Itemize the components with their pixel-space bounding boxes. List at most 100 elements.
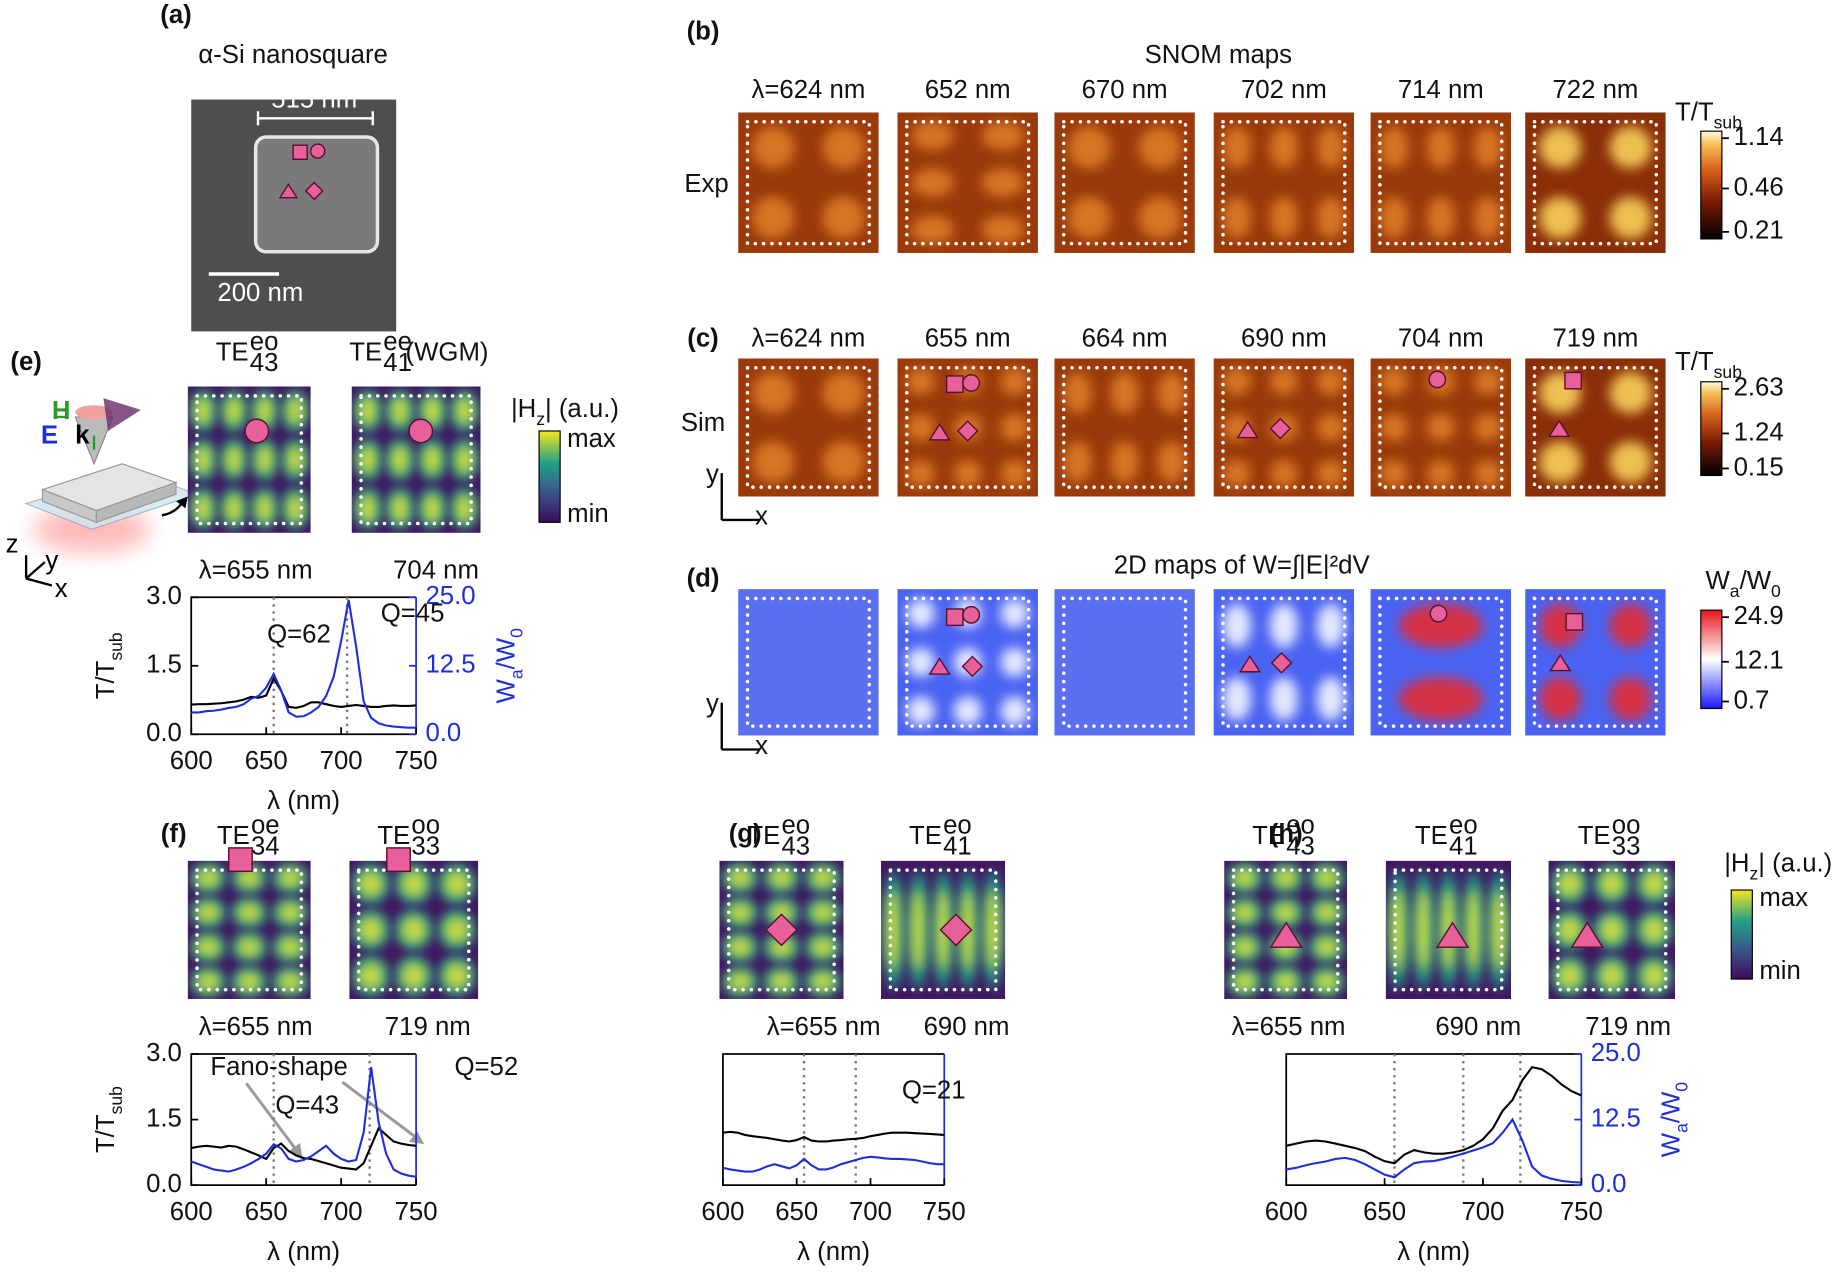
y-axis-label: T/Tsub <box>92 1086 126 1153</box>
map-blob <box>422 445 442 475</box>
colorbar <box>1730 889 1753 980</box>
annotation: Q=45 <box>381 600 445 628</box>
dotted-outline <box>195 868 304 992</box>
map-blob <box>1426 459 1455 488</box>
map-blob <box>1473 126 1502 169</box>
x-tick-label: 650 <box>775 1198 818 1226</box>
map-blob <box>1465 888 1482 972</box>
map-blob <box>255 445 274 475</box>
x-tick-label: 750 <box>395 1198 438 1226</box>
annotation: Q=52 <box>454 1053 518 1081</box>
marker-square <box>1565 612 1584 631</box>
map-blob <box>1269 367 1298 396</box>
map-blob <box>1379 413 1409 442</box>
map-blob <box>195 867 221 889</box>
annotation: Q=43 <box>275 1092 339 1120</box>
x-tick-label: 700 <box>1461 1198 1504 1226</box>
mode-title-sup: eo <box>1286 812 1315 840</box>
map-blob <box>1000 367 1029 396</box>
map-tile <box>1525 112 1666 253</box>
x-axis-label: λ (nm) <box>267 1238 340 1266</box>
beam <box>103 398 141 431</box>
colorbar-title-part: T/T <box>1675 348 1714 376</box>
x-tick-label: 650 <box>245 1198 288 1226</box>
map-blob <box>1316 459 1345 488</box>
mode-title-sub: 34 <box>251 833 280 861</box>
map-blob <box>911 215 954 244</box>
mode-title: TE <box>349 338 382 366</box>
map-tile <box>738 112 879 253</box>
colorbar-title: T/Tsub <box>1675 98 1742 132</box>
marker-circle <box>309 143 326 159</box>
map-blob <box>1641 916 1667 944</box>
map-blob <box>1316 367 1345 396</box>
wavelength-label: 690 nm <box>1241 324 1327 352</box>
x-tick-label: 700 <box>320 747 363 775</box>
dotted-outline <box>1061 120 1188 246</box>
x-axis-label: λ (nm) <box>267 787 340 815</box>
map-blob <box>810 902 836 923</box>
map-blob <box>1269 196 1298 239</box>
map-blob <box>1599 916 1625 944</box>
map-blob <box>1157 372 1186 414</box>
x-tick-label: 600 <box>1265 1198 1308 1226</box>
annotation-arrow-head <box>288 1143 303 1160</box>
map-blob <box>911 168 954 197</box>
mode-title-sup: oo <box>411 812 440 840</box>
y2-tick-label: 12.5 <box>1591 1104 1641 1132</box>
map-blob <box>769 971 794 993</box>
dotted-outline <box>1532 365 1659 489</box>
scale-label: 200 nm <box>217 279 303 307</box>
schematic-label: k <box>75 422 90 450</box>
map-blob <box>1269 676 1298 721</box>
map-blob <box>1000 459 1029 488</box>
colorbar-max: max <box>567 425 616 453</box>
row-label: Sim <box>681 409 725 437</box>
map-blob <box>236 902 262 923</box>
map-blob <box>255 396 274 426</box>
map-blob <box>1398 676 1483 721</box>
map-blob <box>1138 126 1181 169</box>
map-blob <box>769 936 794 958</box>
marker-square <box>945 375 964 394</box>
mode-title-suffix: (WGM) <box>406 338 489 366</box>
marker-label: 719 nm <box>1585 1013 1671 1041</box>
y-tick-label: 3.0 <box>146 1039 182 1067</box>
mode-title: TE <box>217 822 250 850</box>
axis-frame <box>722 1053 945 1187</box>
map-blob <box>1063 441 1092 483</box>
colorbar-max: max <box>1759 884 1808 912</box>
map-blob <box>443 962 470 990</box>
mode-title-sup: eo <box>1449 812 1478 840</box>
map-blob <box>1316 126 1345 169</box>
map-blob <box>1068 196 1111 239</box>
y-axis-label-part: sub <box>106 632 126 661</box>
colorbar-min: min <box>1759 957 1801 985</box>
map-blob <box>1609 372 1652 414</box>
map-blob <box>953 459 982 488</box>
map-blob <box>1316 196 1345 239</box>
map-tile <box>897 112 1038 253</box>
map-blob <box>1273 971 1298 993</box>
x-axis-label: λ (nm) <box>1397 1238 1470 1266</box>
mode-title-sup: ee <box>383 328 412 356</box>
map-blob <box>822 441 865 483</box>
dotted-outline <box>1378 365 1504 489</box>
y2-axis-label-part: /W <box>1658 1091 1686 1123</box>
panel-title: α-Si nanosquare <box>198 41 388 69</box>
dotted-outline <box>1231 868 1340 992</box>
map-blob <box>277 902 303 923</box>
colorbar <box>1700 381 1723 477</box>
x-tick-label: 750 <box>1560 1198 1603 1226</box>
map-tile <box>738 589 879 736</box>
map-blob <box>236 867 262 889</box>
schematic-label: x <box>55 575 68 603</box>
map-blob <box>1539 676 1582 721</box>
map-blob <box>1232 971 1257 993</box>
marker-square <box>386 847 411 873</box>
map-blob <box>357 916 384 944</box>
map-blob <box>1426 413 1455 442</box>
mode-title-sub: 33 <box>1612 833 1641 861</box>
wavelength-label: λ=624 nm <box>752 76 866 104</box>
